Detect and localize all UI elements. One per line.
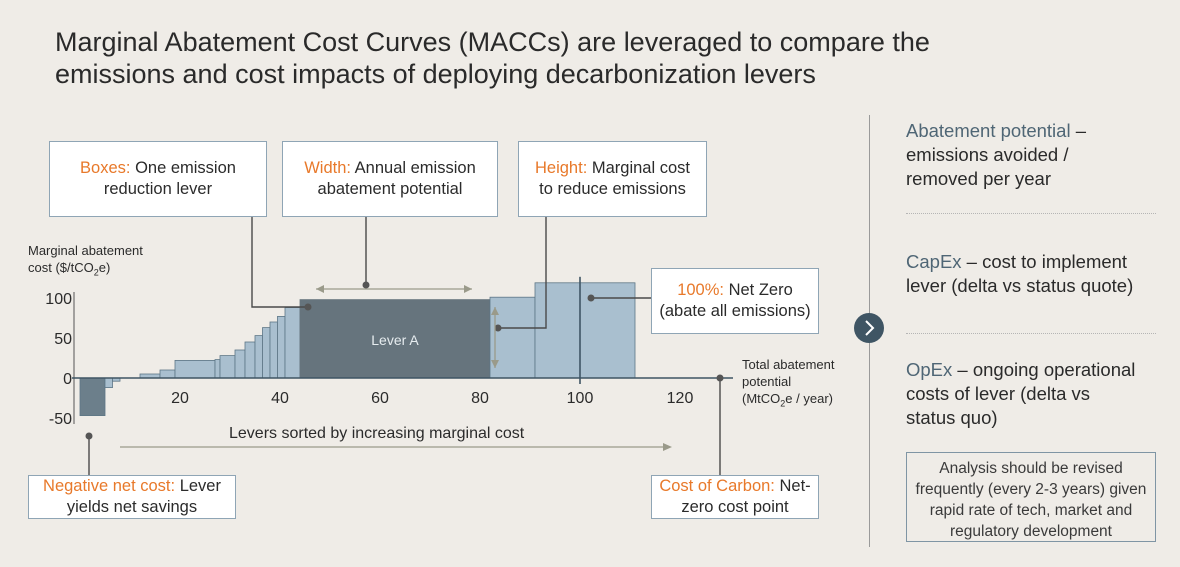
info-abatement-potential: Abatement potential – emissions avoided … — [906, 120, 1086, 189]
chart-axes: 100 50 0 -50 20 40 60 80 100 120 — [45, 291, 733, 428]
chevron-right-icon — [854, 313, 884, 343]
lever-bar — [284, 307, 301, 379]
y-tick-label: 0 — [63, 371, 72, 388]
arrowhead — [491, 360, 499, 368]
lever-bar — [214, 359, 221, 379]
lever-bar — [244, 341, 256, 379]
lever-bars: Lever A — [79, 282, 636, 416]
callout-width: Width: Annual emission abatement potentia… — [282, 141, 498, 217]
connector-dot — [494, 324, 502, 332]
callout-cost-of-carbon: Cost of Carbon: Net-zero cost point — [651, 475, 819, 519]
y-tick-label: 50 — [54, 331, 72, 348]
x-tick-label: 60 — [371, 390, 389, 407]
lever-bar — [277, 315, 286, 379]
connector-dot — [304, 303, 312, 311]
lever-bar — [489, 296, 536, 379]
info-opex: OpEx – ongoing operational costs of leve… — [906, 359, 1136, 428]
lever-bar — [219, 355, 236, 379]
lever-bar — [269, 321, 278, 379]
connector-line — [251, 217, 308, 308]
lever-bar — [534, 282, 636, 379]
arrowhead — [316, 285, 324, 293]
title-line-1: Marginal Abatement Cost Curves (MACCs) a… — [55, 27, 930, 57]
connector-dot — [85, 432, 93, 440]
callout-net-zero: 100%: Net Zero (abate all emissions) — [651, 268, 819, 334]
lever-bar — [159, 369, 176, 379]
chart-annotations — [85, 217, 724, 475]
x-axis-label: Total abatement potential (MtCO2e / year… — [742, 357, 835, 409]
y-tick-label: -50 — [49, 411, 72, 428]
connector-dot — [362, 281, 370, 289]
separator — [906, 333, 1156, 334]
x-tick-label: 20 — [171, 390, 189, 407]
lever-label: Lever A — [371, 332, 419, 348]
x-tick-label: 40 — [271, 390, 289, 407]
macc-chart: Lever A 100 50 0 -50 20 40 60 80 100 120 — [45, 217, 733, 475]
lever-bar — [262, 327, 271, 379]
lever-bar — [174, 359, 216, 379]
lever-bar — [299, 299, 491, 379]
arrowhead — [663, 443, 672, 451]
callout-negative-cost: Negative net cost: Lever yields net savin… — [28, 475, 236, 519]
info-capex: CapEx – cost to implement lever (delta v… — [906, 251, 1134, 296]
arrowhead — [491, 307, 499, 315]
connector-line — [498, 217, 547, 329]
page-title: Marginal Abatement Cost Curves (MACCs) a… — [55, 26, 1105, 90]
lever-bar — [234, 349, 246, 379]
x-tick-label: 80 — [471, 390, 489, 407]
callout-height: Height: Marginal cost to reduce emissions — [518, 141, 707, 217]
x-tick-label: 120 — [667, 390, 694, 407]
callout-boxes: Boxes: One emission reduction lever — [49, 141, 267, 217]
revision-note: Analysis should be revised frequently (e… — [906, 452, 1156, 542]
y-tick-label: 100 — [45, 291, 72, 308]
y-axis-label: Marginal abatement cost ($/tCO2e) — [28, 243, 143, 278]
lever-bar — [254, 335, 263, 379]
connector-dot — [716, 374, 724, 382]
lever-bar — [104, 377, 113, 389]
connector-dot — [587, 294, 595, 302]
x-tick-label: 100 — [567, 390, 594, 407]
arrowhead — [464, 285, 472, 293]
sorted-levers-label: Levers sorted by increasing marginal cos… — [229, 425, 525, 442]
separator — [906, 213, 1156, 214]
lever-bar — [79, 377, 106, 416]
title-line-2: emissions and cost impacts of deploying … — [55, 59, 816, 89]
